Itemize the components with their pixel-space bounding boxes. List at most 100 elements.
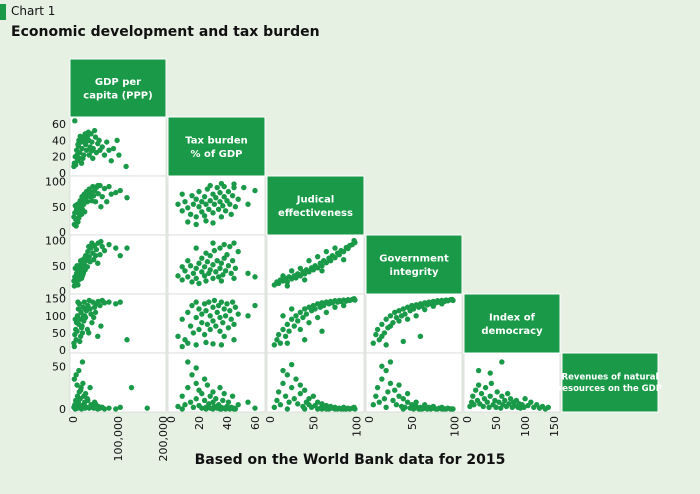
data-point [280,273,286,279]
data-point [193,314,199,321]
data-point [185,384,191,391]
data-point [310,267,317,273]
x-tick-label: 20 [193,416,206,430]
data-point [213,194,219,201]
data-point [400,396,406,402]
data-point [99,144,105,150]
variable-label: Tax burden [185,135,247,146]
data-point [232,204,239,210]
scatter-panel [167,234,266,295]
data-point [323,309,330,316]
data-point [190,201,197,207]
data-point [86,243,92,250]
data-point [306,319,312,326]
data-point [207,326,213,333]
y-tick-label: 0 [59,226,66,239]
data-point [478,390,485,397]
data-point [314,399,321,405]
data-point [95,182,101,189]
data-point [277,402,284,408]
data-point [284,372,291,378]
data-point [467,403,473,410]
data-point [218,342,225,348]
data-point [124,194,130,201]
data-point [207,393,213,399]
data-point [422,306,428,313]
y-tick-label: 0 [59,344,66,357]
data-point [387,380,394,387]
data-point [86,330,92,336]
data-point [95,260,101,266]
data-point [175,333,181,340]
data-point [288,268,295,274]
data-point [124,337,130,343]
variable-label: Index of [489,312,536,323]
data-point [82,405,88,411]
data-point [379,376,385,382]
data-point [499,359,505,365]
variable-label-box [69,58,167,118]
data-point [83,147,90,153]
data-point [487,393,493,399]
data-point [79,330,86,336]
data-point [383,316,389,322]
x-tick-label: 200,000 [157,416,170,462]
data-point [370,340,376,346]
data-point [293,275,299,281]
data-point [206,206,212,212]
x-tick-label: 0 [363,416,376,423]
data-point [288,316,295,322]
data-point [201,301,208,307]
data-point [301,271,308,277]
data-point [241,184,247,191]
data-point [404,390,411,397]
data-point [193,380,199,387]
data-point [502,397,508,404]
data-point [89,240,95,246]
data-point [221,333,227,340]
data-point [101,152,108,158]
data-point [211,247,218,254]
data-point [493,404,499,410]
data-point [98,238,104,245]
variable-label: integrity [390,267,439,278]
data-point [86,152,92,158]
data-point [303,311,310,317]
data-point [210,304,216,310]
data-point [288,384,295,391]
data-point [78,160,85,166]
data-point [97,251,103,258]
data-point [379,333,385,340]
data-point [203,406,209,412]
data-point [98,404,104,410]
data-point [217,384,223,391]
data-point [430,303,436,309]
data-point [327,258,334,264]
y-tick-label: 50 [52,260,66,273]
data-point [190,270,197,277]
data-point [203,278,209,284]
x-tick-label: 100,000 [112,416,125,462]
data-point [297,326,304,333]
data-point [210,210,216,216]
variable-label-box [561,352,659,413]
data-point [370,402,376,408]
data-point [189,372,195,378]
chart-number-marker [0,4,6,20]
data-point [284,340,291,346]
data-point [480,403,486,410]
data-point [300,314,306,321]
data-point [91,257,97,263]
data-point [332,245,338,251]
y-tick-label: 20 [52,151,66,164]
data-point [393,402,400,408]
data-point [387,313,394,319]
data-point [203,218,209,224]
data-point [484,399,491,405]
data-point [217,199,223,205]
data-point [199,319,205,326]
data-point [203,307,209,314]
data-point [271,342,278,348]
data-point [235,402,241,408]
data-point [75,299,81,305]
